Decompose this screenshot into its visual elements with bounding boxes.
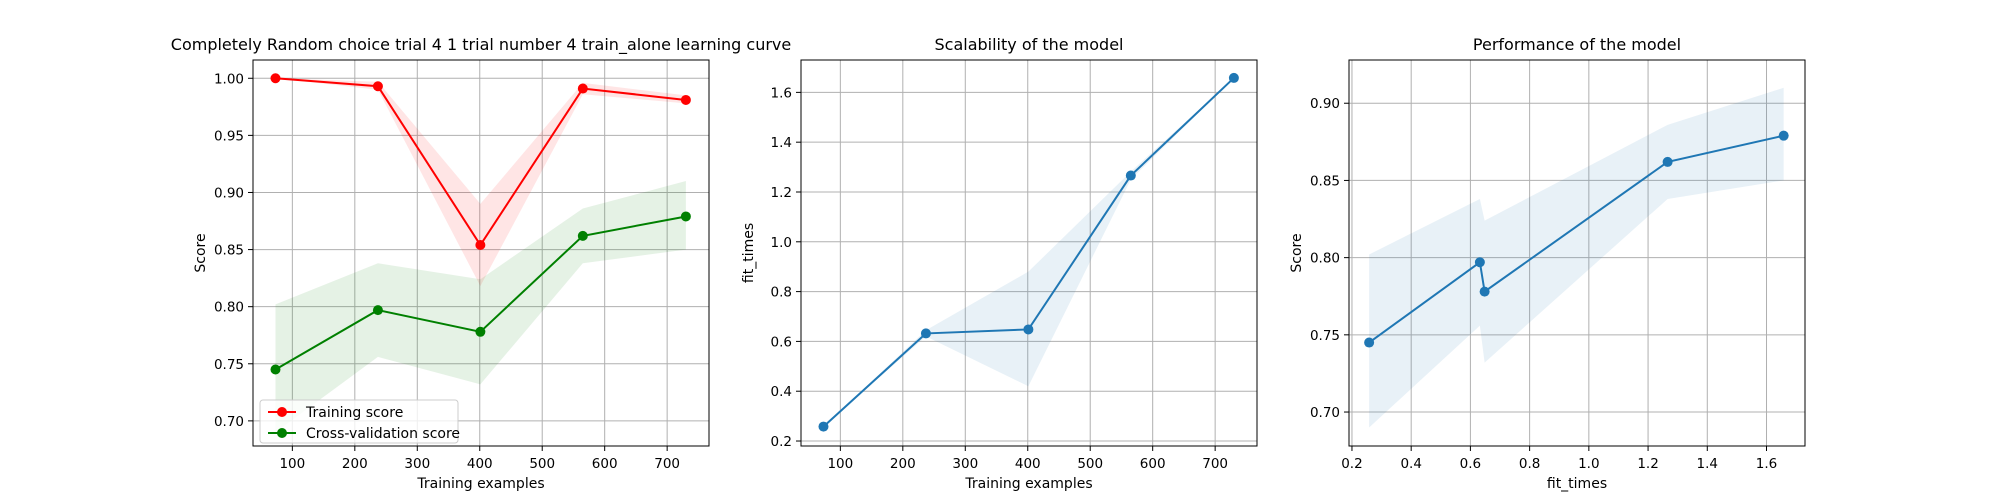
x-tick-label: 1.0 [1578,456,1599,472]
data-point [1364,337,1375,348]
x-tick-label: 500 [1077,456,1103,472]
x-tick-label: 1.2 [1637,456,1658,472]
data-point [577,83,588,94]
y-tick-label: 1.4 [771,135,792,151]
data-point [270,73,281,84]
data-point [1228,72,1239,83]
x-tick-label: 0.8 [1519,456,1540,472]
data-point [1778,130,1789,141]
legend-box [259,399,459,444]
data-point [372,81,383,92]
data-point [475,326,486,337]
y-axis-label: Score [1289,233,1305,272]
x-tick-label: 700 [1202,456,1228,472]
x-tick-label: 100 [279,456,305,472]
x-tick-label: 500 [529,456,555,472]
y-tick-label: 0.85 [214,243,244,259]
y-tick-label: 0.75 [1310,328,1340,344]
x-axis-label: fit_times [1547,476,1607,492]
y-tick-label: 1.6 [771,85,792,101]
data-point [920,328,931,339]
data-point [818,421,829,432]
x-tick-label: 200 [342,456,368,472]
y-tick-label: 1.2 [771,185,792,201]
data-point [475,240,486,251]
x-tick-label: 200 [890,456,916,472]
data-point [270,364,281,375]
x-tick-label: 1.4 [1697,456,1718,472]
y-tick-label: 0.75 [214,357,244,373]
x-tick-label: 400 [1015,456,1041,472]
data-point [1662,156,1673,167]
x-tick-label: 300 [404,456,430,472]
y-tick-label: 0.80 [214,300,244,316]
x-tick-label: 600 [1140,456,1166,472]
x-tick-label: 1.6 [1756,456,1777,472]
legend: Training score Cross-validation score [259,399,460,444]
y-tick-label: 0.90 [1310,96,1340,112]
x-tick-label: 0.2 [1341,456,1362,472]
y-tick-label: 0.8 [771,285,792,301]
data-point [1125,170,1136,181]
legend-swatch-marker [277,407,287,417]
plot-frame [1348,59,1806,447]
y-tick-label: 0.70 [214,414,244,430]
data-point [372,305,383,316]
y-tick-label: 0.85 [1310,173,1340,189]
data-point [1479,286,1490,297]
data-point [680,94,691,105]
y-tick-label: 0.80 [1310,251,1340,267]
confidence-band [275,181,686,433]
confidence-band [823,77,1234,427]
data-point [1023,324,1034,335]
x-tick-label: 100 [827,456,853,472]
y-tick-label: 1.0 [771,235,792,251]
chart-title: Completely Random choice trial 4 1 trial… [171,35,791,55]
data-point [577,230,588,241]
performance-panel: 0.2 0.4 0.6 0.8 1.0 1.2 1.4 1.6 0.70 0.75 0.80 0.85… [1289,35,1806,492]
y-tick-label: 0.95 [214,128,244,144]
x-tick-label: 0.4 [1400,456,1421,472]
confidence-band [1369,87,1784,428]
y-tick-label: 0.2 [771,434,792,450]
x-axis-label: Training examples [964,476,1092,492]
legend-label: Training score [305,405,403,421]
plot-frame [800,59,1258,447]
x-tick-label: 0.6 [1460,456,1481,472]
x-tick-label: 600 [592,456,618,472]
y-tick-label: 0.70 [1310,405,1340,421]
y-tick-label: 0.90 [214,185,244,201]
x-tick-label: 300 [952,456,978,472]
plot-frame [252,59,710,447]
y-axis-label: fit_times [741,223,757,283]
x-axis-label: Training examples [416,476,544,492]
y-axis-label: Score [193,233,209,272]
data-point [680,211,691,222]
learning-curve-panel: 100 200 300 400 500 600 700 0.70 0.75 0.80 0.85 0.9… [171,35,791,492]
chart-title: Performance of the model [1473,35,1681,54]
legend-label: Cross-validation score [306,426,460,442]
legend-swatch-marker [277,428,287,438]
scalability-panel: 100 200 300 400 500 600 700 0.2 0.4 0.6 0.8 1.0 1.2 1… [741,35,1258,492]
y-tick-label: 1.00 [214,71,244,87]
y-tick-label: 0.4 [771,384,792,400]
x-tick-label: 400 [467,456,493,472]
y-tick-label: 0.6 [771,334,792,350]
chart-title: Scalability of the model [935,35,1124,54]
data-point [1474,257,1485,268]
x-tick-label: 700 [654,456,680,472]
